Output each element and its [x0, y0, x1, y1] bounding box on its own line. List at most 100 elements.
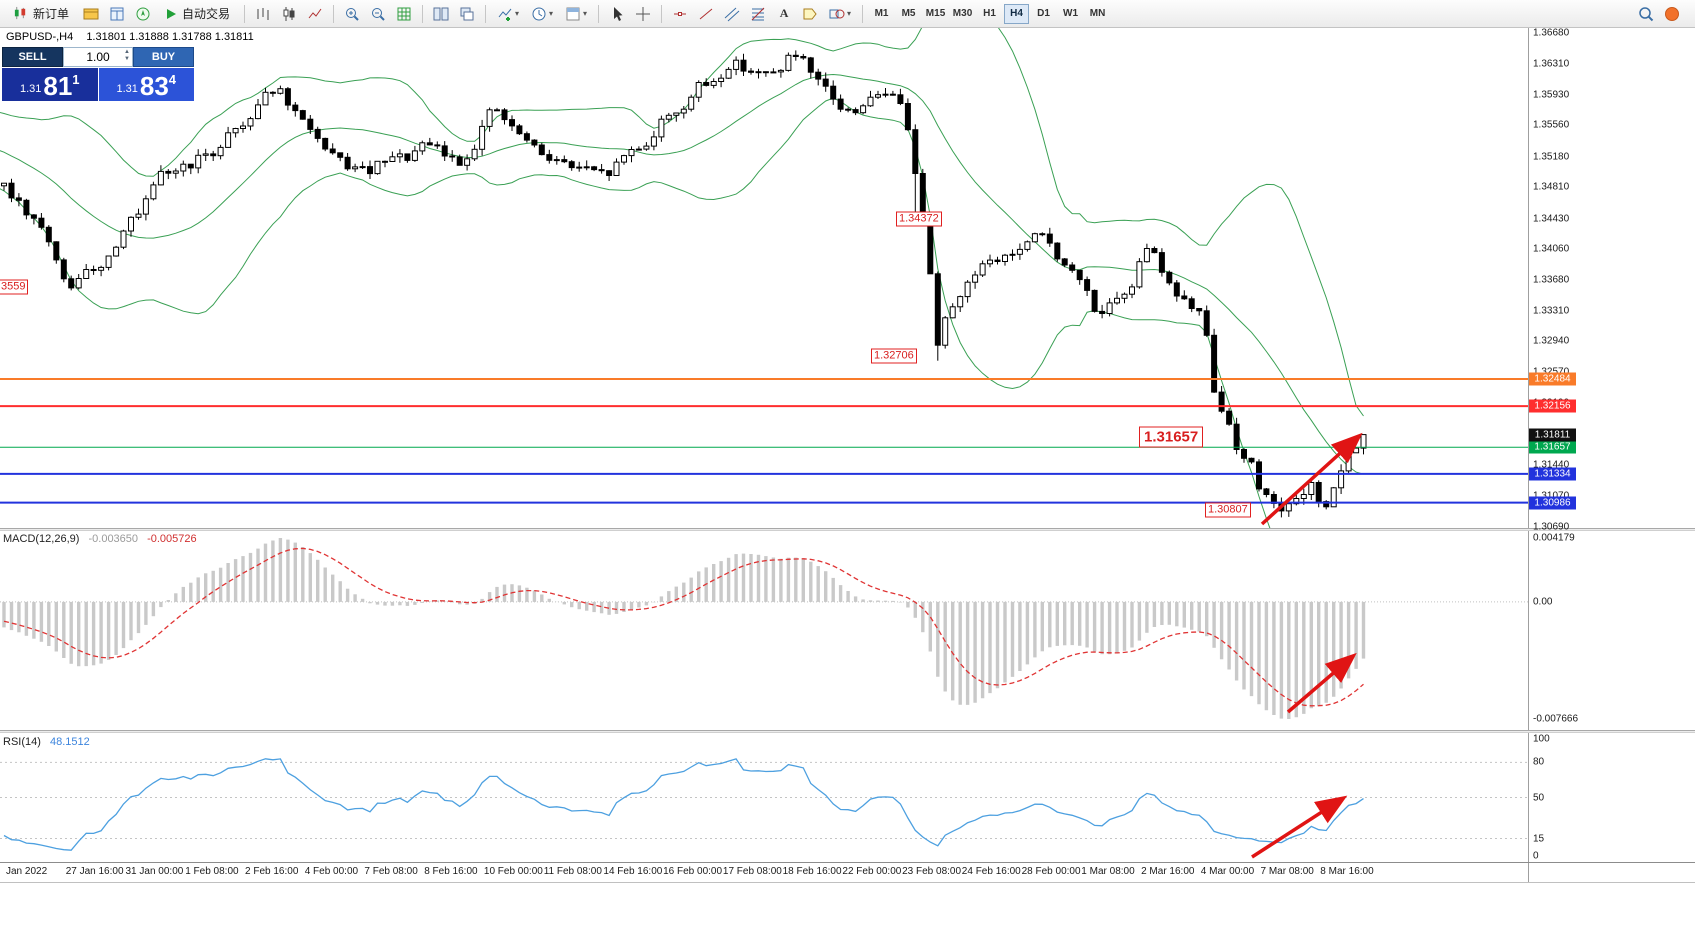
cascade-windows-button[interactable]: [455, 3, 479, 25]
horizontal-line-icon: [672, 6, 688, 22]
shapes-tool-button[interactable]: ▾: [824, 3, 856, 25]
buy-button[interactable]: BUY: [133, 47, 194, 67]
label-tool-button[interactable]: [798, 3, 822, 25]
timeframe-w1[interactable]: W1: [1063, 8, 1079, 20]
time-axis-label: 7 Mar 08:00: [1260, 866, 1314, 877]
periods-button[interactable]: ▾: [526, 3, 558, 25]
rsi-axis-label: 15: [1533, 833, 1545, 844]
price-flag[interactable]: 3559: [0, 279, 29, 295]
price-flag[interactable]: 1.34372: [896, 211, 942, 227]
price-axis-label: 1.35930: [1533, 89, 1570, 101]
rsi-axis-label: 80: [1533, 756, 1545, 768]
data-window-button[interactable]: [105, 3, 129, 25]
text-tool-button[interactable]: A: [772, 3, 796, 25]
buy-price[interactable]: 1.31 83 4: [98, 68, 194, 101]
price-flag[interactable]: 1.31657: [1139, 426, 1204, 448]
cursor-button[interactable]: [605, 3, 629, 25]
time-axis-label: 7 Feb 08:00: [364, 866, 418, 877]
indicators-button[interactable]: ▾: [492, 3, 524, 25]
time-axis-label: 27 Jan 16:00: [65, 866, 124, 877]
timeframe-m1[interactable]: M1: [874, 8, 889, 20]
navigator-icon: [135, 6, 151, 22]
timeframe-m30[interactable]: M30: [952, 8, 973, 20]
candlestick-chart-button[interactable]: [277, 3, 301, 25]
bollinger-lower: [0, 97, 1271, 528]
navigator-button[interactable]: [131, 3, 155, 25]
tile-windows-button[interactable]: [429, 3, 453, 25]
time-axis-label: 14 Feb 16:00: [603, 866, 663, 877]
zoom-in-button[interactable]: [340, 3, 364, 25]
zoom-out-button[interactable]: [366, 3, 390, 25]
hline-price-label[interactable]: 1.32484: [1529, 372, 1576, 386]
timeframe-d1[interactable]: D1: [1037, 8, 1050, 20]
sell-price-big: 81: [43, 71, 73, 101]
time-axis-label: 22 Feb 00:00: [842, 866, 902, 877]
window-bottom-border: [0, 882, 1695, 883]
trendline-tool-button[interactable]: [694, 3, 718, 25]
volume-spinner[interactable]: ▲ ▼: [124, 49, 130, 63]
pane-separator[interactable]: [0, 528, 1695, 531]
rsi-axis-label: 100: [1533, 733, 1550, 745]
spin-up-icon[interactable]: ▲: [124, 49, 130, 55]
one-click-trading-panel: SELL 1.00 ▲ ▼ BUY 1.31 81 1 1.31 83 4: [2, 47, 194, 101]
price-axis-label: 1.31070: [1533, 490, 1569, 501]
timeframe-h4[interactable]: H4: [1004, 3, 1030, 24]
hline-price-label[interactable]: 1.31657: [1529, 440, 1576, 454]
timeframe-h1[interactable]: H1: [983, 8, 996, 20]
new-order-button[interactable]: 新订单: [5, 3, 77, 25]
market-watch-icon: [83, 6, 99, 22]
price-flag[interactable]: 1.32706: [871, 348, 917, 364]
toolbar-separator: [661, 4, 663, 23]
text-tool-icon: A: [779, 6, 789, 20]
autotrading-button[interactable]: 自动交易: [157, 3, 238, 25]
sell-button[interactable]: SELL: [2, 47, 63, 67]
rsi-header: RSI(14) 48.1512: [3, 736, 90, 748]
symbol-title: GBPUSD-,H4: [6, 31, 74, 43]
templates-button[interactable]: ▾: [560, 3, 592, 25]
macd-main-value: -0.003650: [88, 533, 139, 545]
time-axis-label: 1 Mar 08:00: [1081, 866, 1135, 877]
grid-button[interactable]: [392, 3, 416, 25]
trendline-icon: [698, 6, 714, 22]
pane-separator[interactable]: [0, 730, 1695, 733]
horizontal-line-tool-button[interactable]: [668, 3, 692, 25]
hline-price-label[interactable]: 1.32156: [1529, 399, 1576, 413]
time-axis-label: 2 Feb 16:00: [245, 866, 299, 877]
trend-arrow-main: [1260, 432, 1363, 526]
timeframe-m15[interactable]: M15: [925, 8, 946, 20]
trend-arrow-macd: [1286, 652, 1357, 714]
search-icon: [1638, 6, 1654, 22]
line-chart-button[interactable]: [303, 3, 327, 25]
quote-line: GBPUSD-,H4 1.31801 1.31888 1.31788 1.318…: [6, 31, 254, 43]
timeframe-m5[interactable]: M5: [901, 8, 916, 20]
toolbar-separator: [598, 4, 600, 23]
sell-price[interactable]: 1.31 81 1: [2, 68, 98, 101]
channel-icon: [724, 6, 740, 22]
crosshair-icon: [635, 6, 651, 22]
notification-badge[interactable]: [1665, 6, 1679, 21]
price-flag[interactable]: 1.30807: [1205, 502, 1251, 518]
hline-price-label[interactable]: 1.31334: [1529, 467, 1576, 481]
timeframe-mn[interactable]: MN: [1089, 8, 1106, 20]
market-watch-button[interactable]: [79, 3, 103, 25]
toolbar-separator: [422, 4, 424, 23]
volume-field[interactable]: 1.00 ▲ ▼: [63, 47, 133, 67]
time-axis-label: 28 Feb 00:00: [1021, 866, 1081, 877]
search-button[interactable]: [1634, 3, 1658, 25]
cursor-icon: [609, 6, 625, 22]
fibonacci-tool-button[interactable]: [746, 3, 770, 25]
fibonacci-icon: [750, 6, 766, 22]
macd-header: MACD(12,26,9) -0.003650 -0.005726: [3, 533, 197, 545]
buy-price-sup: 4: [168, 72, 177, 87]
bar-chart-button[interactable]: [251, 3, 275, 25]
macd-pane: [0, 538, 1528, 719]
price-axis-label: 1.35180: [1533, 151, 1570, 163]
channel-tool-button[interactable]: [720, 3, 744, 25]
spin-down-icon[interactable]: ▼: [124, 56, 130, 62]
price-axis-label: 1.36680: [1533, 27, 1570, 39]
toolbar: 新订单 自动交易 ▾ ▾ ▾ A ▾ M1 M5: [0, 0, 1695, 28]
hline-price-label[interactable]: 1.30986: [1529, 496, 1576, 510]
time-axis-label: 18 Feb 16:00: [782, 866, 842, 877]
crosshair-button[interactable]: [631, 3, 655, 25]
